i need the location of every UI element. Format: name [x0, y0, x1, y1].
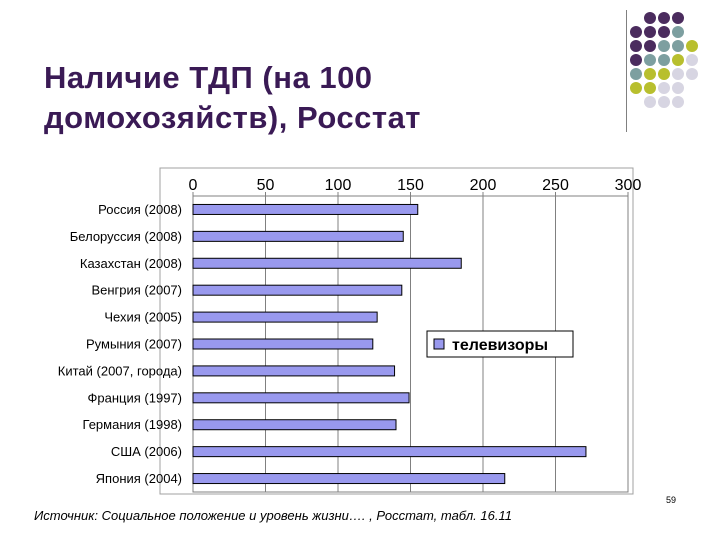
bar — [192, 311, 378, 323]
bar — [192, 392, 410, 404]
decorative-dot — [672, 40, 684, 52]
decorative-dot — [630, 26, 642, 38]
decorative-dot — [672, 12, 684, 24]
decorative-dot — [658, 82, 670, 94]
slide-title: Наличие ТДП (на 100 домохозяйств), Росст… — [44, 60, 421, 135]
category-label: Россия (2008) — [98, 202, 182, 217]
category-label: Казахстан (2008) — [80, 256, 182, 271]
decorative-dot — [672, 68, 684, 80]
decorative-dot — [658, 40, 670, 52]
bar — [192, 230, 404, 242]
category-label: США (2006) — [111, 444, 182, 459]
decorative-dot — [644, 54, 656, 66]
decorative-dot — [644, 26, 656, 38]
decorative-dot — [672, 82, 684, 94]
decorative-dot — [686, 40, 698, 52]
bar — [192, 419, 397, 431]
decorative-dot — [658, 54, 670, 66]
decorative-dot — [686, 54, 698, 66]
category-label: Белоруссия (2008) — [70, 229, 182, 244]
decorative-dot — [658, 68, 670, 80]
decorative-dot — [630, 40, 642, 52]
bar — [192, 203, 419, 215]
bar — [192, 284, 403, 296]
category-label: Франция (1997) — [88, 390, 182, 405]
bar — [192, 365, 396, 377]
decorative-dot — [658, 26, 670, 38]
category-label: Германия (1998) — [83, 417, 182, 432]
x-tick-label: 50 — [257, 177, 275, 194]
category-label: Румыния (2007) — [86, 337, 182, 352]
bar-chart: 0 50 100 150 200 250 300 Россия (2008) Белорусси… — [58, 167, 642, 495]
category-label: Чехия (2005) — [104, 310, 182, 325]
decorative-dot — [644, 96, 656, 108]
x-tick-label: 0 — [189, 177, 198, 194]
bar — [192, 338, 374, 350]
legend-swatch — [433, 338, 445, 350]
category-label: Китай (2007, города) — [58, 363, 182, 378]
divider-line — [626, 10, 627, 132]
x-tick-label: 150 — [397, 177, 424, 194]
page-number: 59 — [666, 495, 677, 505]
category-label: Япония (2004) — [96, 471, 182, 486]
bar — [192, 257, 462, 269]
decorative-dot — [630, 68, 642, 80]
decorative-dot — [630, 82, 642, 94]
decorative-dot — [644, 82, 656, 94]
decorative-dot — [644, 40, 656, 52]
category-label: Венгрия (2007) — [91, 283, 182, 298]
legend: телевизоры — [426, 330, 574, 358]
decorative-dot — [644, 68, 656, 80]
bar — [192, 446, 587, 458]
decorative-dot-grid — [630, 12, 698, 108]
x-tick-label: 100 — [325, 177, 352, 194]
decorative-dot — [672, 96, 684, 108]
chart-frame — [159, 167, 634, 495]
bar — [192, 473, 506, 485]
source-note: Источник: Социальное положение и уровень… — [34, 508, 512, 523]
decorative-dot — [630, 54, 642, 66]
x-tick-label: 200 — [470, 177, 497, 194]
decorative-dot — [658, 96, 670, 108]
decorative-dot — [686, 68, 698, 80]
decorative-dot — [672, 26, 684, 38]
decorative-dot — [658, 12, 670, 24]
x-tick-label: 250 — [542, 177, 569, 194]
legend-box — [426, 330, 574, 358]
decorative-dot — [672, 54, 684, 66]
x-tick-label: 300 — [615, 177, 642, 194]
legend-label: телевизоры — [452, 337, 548, 354]
decorative-dot — [644, 12, 656, 24]
